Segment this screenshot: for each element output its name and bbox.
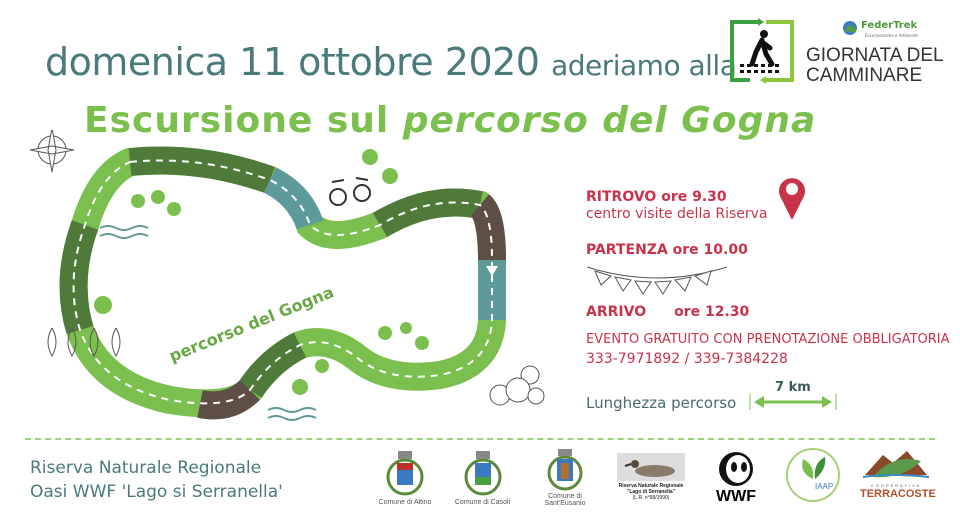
- headline-suffix: aderiamo alla: [551, 49, 737, 82]
- logo-riserva-serranella: Riserva Naturale Regionale "Lago di Serr…: [615, 453, 687, 501]
- length-value: 7 km: [775, 380, 811, 395]
- divider: [25, 438, 935, 440]
- leaf-logo-icon: IAAP: [786, 448, 840, 502]
- logo-terracoste: COOPERATIVA TERRACOSTE: [860, 447, 936, 500]
- partenza-time: PARTENZA ore 10.00: [586, 242, 748, 258]
- giornata-line2: CAMMINARE: [806, 65, 923, 86]
- length-arrow-icon: [749, 394, 837, 410]
- direction-arrow-icon: [486, 266, 498, 276]
- leaves-icon: [47, 327, 121, 358]
- federtrek-icon: [843, 21, 857, 35]
- length-label: Lunghezza percorso: [586, 394, 737, 412]
- reserve-line1: Riserva Naturale Regionale: [30, 458, 262, 478]
- logo-casoli: Comune di Casoli: [450, 447, 515, 506]
- event-notice: EVENTO GRATUITO CON PRENOTAZIONE OBBLIGA…: [586, 332, 950, 347]
- federtrek-name: FederTrek: [861, 20, 918, 31]
- tree-icons: [94, 149, 429, 395]
- coat-of-arms-icon: [464, 451, 501, 496]
- clouds-sun-icon: [489, 365, 545, 406]
- reserve-name: Riserva Naturale Regionale Oasi WWF 'Lag…: [30, 456, 283, 504]
- giornata-title: GIORNATA DEL CAMMINARE: [806, 46, 944, 86]
- arrivo: ARRIVO ore 12.30: [586, 304, 750, 320]
- ritrovo-time: RITROVO ore 9.30: [586, 189, 727, 205]
- logo-wwf: WWF: [712, 447, 760, 506]
- reserve-line2: Oasi WWF 'Lago si Serranella': [30, 482, 283, 502]
- coat-of-arms-icon: [386, 451, 424, 496]
- svg-text:IAAP: IAAP: [815, 482, 833, 491]
- binoculars-icon: [329, 177, 371, 206]
- ritrovo-place: centro visite della Riserva: [586, 206, 768, 222]
- panda-icon: [719, 452, 753, 486]
- logo-santeusanio: Comune di Sant'Eusanio: [535, 447, 595, 507]
- event-date: domenica 11 ottobre 2020: [45, 40, 540, 84]
- giornata-line1: GIORNATA DEL: [806, 45, 944, 66]
- title-plain: Escursione sul: [84, 100, 390, 141]
- event-date-headline: domenica 11 ottobre 2020 aderiamo alla: [45, 40, 737, 84]
- duck-icon: [617, 453, 685, 481]
- trail-map: percorso del Gogna: [29, 130, 545, 421]
- contact-phones[interactable]: 333-7971892 / 339-7384228: [586, 351, 788, 367]
- federtrek-subtitle: Escursionismo e Ambiente: [865, 33, 919, 38]
- logo-altino: Comune di Altino: [375, 447, 435, 506]
- page-title: Escursione sul percorso del Gogna: [84, 100, 816, 141]
- bunting-icon: [586, 266, 728, 295]
- title-italic: percorso del Gogna: [402, 100, 817, 141]
- water-waves-icon: [99, 225, 317, 421]
- mountain-leaf-icon: [862, 451, 930, 478]
- location-pin-icon: [779, 178, 805, 220]
- compass-icon: [29, 130, 75, 173]
- giornata-del-camminare-logo: [730, 18, 794, 84]
- logo-iaap: IAAP: [783, 447, 843, 505]
- coat-of-arms-icon: [547, 449, 583, 491]
